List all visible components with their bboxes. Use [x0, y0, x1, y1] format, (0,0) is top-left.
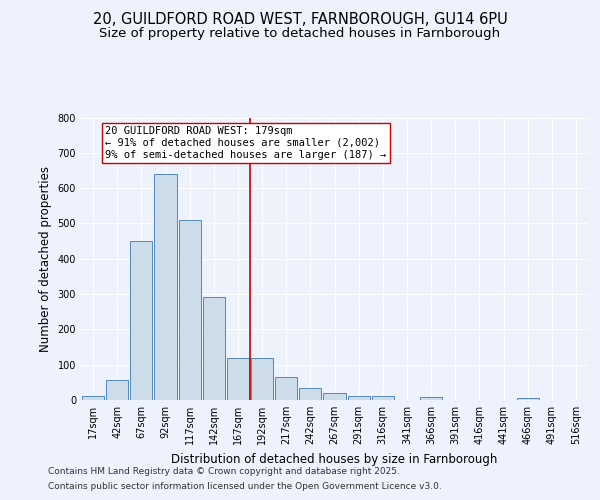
Bar [154, 174, 176, 400]
Bar [179, 220, 201, 400]
Bar [347, 396, 370, 400]
Y-axis label: Number of detached properties: Number of detached properties [39, 166, 52, 352]
Text: Contains public sector information licensed under the Open Government Licence v3: Contains public sector information licen… [48, 482, 442, 491]
Bar [130, 241, 152, 400]
Bar [203, 296, 225, 400]
X-axis label: Distribution of detached houses by size in Farnborough: Distribution of detached houses by size … [172, 452, 497, 466]
Bar [82, 396, 104, 400]
Bar [323, 393, 346, 400]
Text: Size of property relative to detached houses in Farnborough: Size of property relative to detached ho… [100, 28, 500, 40]
Bar [420, 397, 442, 400]
Text: Contains HM Land Registry data © Crown copyright and database right 2025.: Contains HM Land Registry data © Crown c… [48, 467, 400, 476]
Bar [371, 396, 394, 400]
Bar [227, 358, 249, 400]
Bar [106, 380, 128, 400]
Bar [517, 398, 539, 400]
Bar [251, 358, 273, 400]
Bar [275, 377, 298, 400]
Bar [299, 388, 322, 400]
Text: 20 GUILDFORD ROAD WEST: 179sqm
← 91% of detached houses are smaller (2,002)
9% o: 20 GUILDFORD ROAD WEST: 179sqm ← 91% of … [105, 126, 386, 160]
Text: 20, GUILDFORD ROAD WEST, FARNBOROUGH, GU14 6PU: 20, GUILDFORD ROAD WEST, FARNBOROUGH, GU… [92, 12, 508, 28]
